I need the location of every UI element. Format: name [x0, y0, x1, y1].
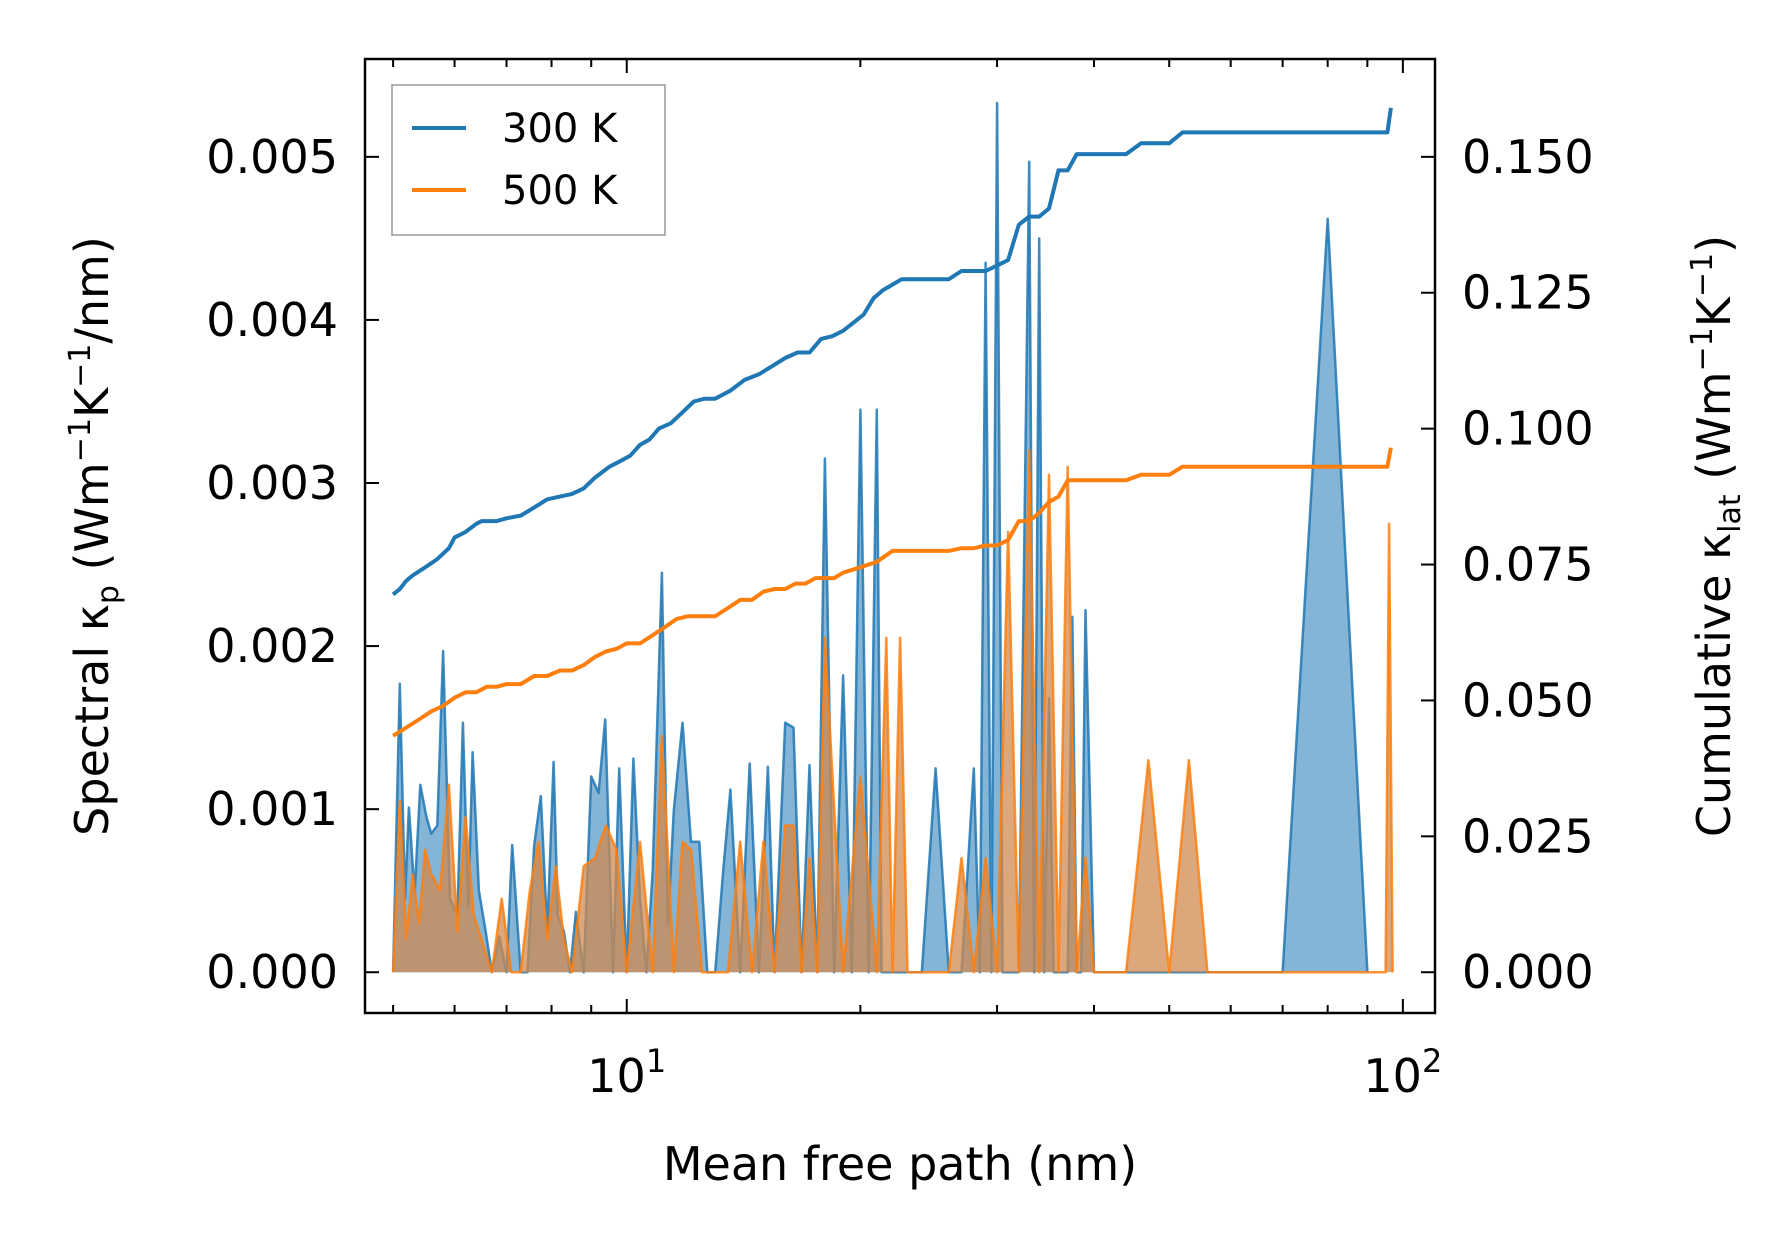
- y-tick-label-right: 0.150: [1462, 130, 1594, 184]
- y-tick-label-left: 0.003: [206, 456, 338, 510]
- legend: 300 K 500 K: [391, 84, 666, 236]
- y-tick-label-right: 0.075: [1462, 538, 1594, 592]
- y-tick-label-right: 0.000: [1462, 945, 1594, 999]
- y-tick-label-left: 0.001: [206, 782, 338, 836]
- axis-ticks: [365, 59, 1435, 1013]
- y-tick-label-right: 0.025: [1462, 809, 1594, 863]
- legend-label-300k: 300 K: [502, 106, 619, 152]
- cumulative-line-300k: [391, 107, 1393, 596]
- cumulative-line-500k: [392, 447, 1393, 738]
- y-tick-label-right: 0.050: [1462, 673, 1594, 727]
- y-axis-label-right: Cumulative κlat (Wm−1K−1): [1685, 235, 1748, 837]
- spectral-fill-500k: [393, 450, 1393, 973]
- x-tick-label: 101: [587, 1042, 666, 1103]
- tick-labels: 101 102 0.000 0.001 0.002 0.003 0.004 0.005 0.00…: [206, 130, 1593, 1103]
- x-tick-label: 102: [1363, 1042, 1442, 1103]
- axes-frame: [363, 57, 1437, 1015]
- y-tick-label-left: 0.005: [206, 130, 338, 184]
- y-tick-label-right: 0.125: [1462, 266, 1594, 320]
- y-tick-label-left: 0.000: [206, 945, 338, 999]
- y-tick-label-left: 0.002: [206, 619, 338, 673]
- legend-label-500k: 500 K: [502, 168, 619, 214]
- y-tick-label-left: 0.004: [206, 293, 338, 347]
- legend-box: [391, 84, 666, 236]
- data-lines: [391, 107, 1393, 738]
- spectral-line-500k: [391, 449, 1394, 974]
- y-tick-label-right: 0.100: [1462, 402, 1594, 456]
- x-axis-label: Mean free path (nm): [663, 1137, 1137, 1191]
- spectral-fills: [391, 101, 1394, 974]
- y-axis-label-left: Spectral κp (Wm−1K−1/nm): [63, 236, 126, 836]
